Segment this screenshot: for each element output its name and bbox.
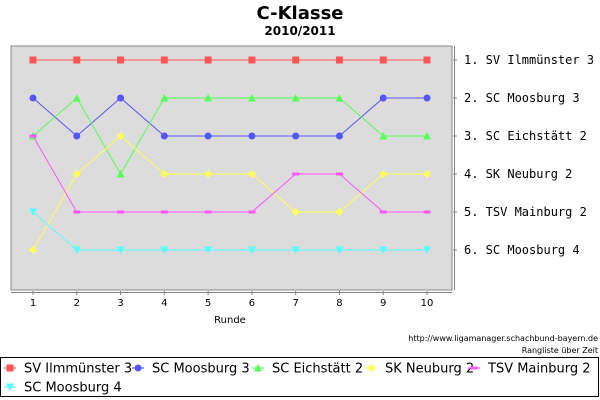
data-point <box>379 246 388 254</box>
data-point <box>160 132 168 140</box>
chart-title: C-Klasse <box>257 3 344 24</box>
data-point <box>117 94 125 102</box>
data-point <box>73 132 81 140</box>
series-line-5 <box>32 135 427 213</box>
data-point <box>204 246 213 254</box>
x-tick-label: 9 <box>380 298 386 309</box>
data-point <box>423 170 431 178</box>
data-point <box>72 94 81 102</box>
rank-label: 5. TSV Mainburg 2 <box>464 205 587 219</box>
x-tick-label: 10 <box>421 298 434 309</box>
chart-caption: Rangliste über Zeit <box>522 346 598 355</box>
data-point <box>248 132 256 140</box>
legend-label: SK Neuburg 2 <box>385 362 474 377</box>
data-point <box>29 134 37 138</box>
data-point <box>29 94 37 102</box>
data-point <box>379 170 388 178</box>
rank-label: 2. SC Moosburg 3 <box>464 91 580 105</box>
data-point <box>204 56 212 64</box>
legend-box <box>0 357 599 397</box>
source-url: http://www.ligamanager.schachbund-bayern… <box>408 334 598 343</box>
rank-label: 1. SV Ilmmünster 3 <box>464 53 594 67</box>
rank-label: 4. SK Neuburg 2 <box>464 167 572 181</box>
data-point <box>160 170 169 178</box>
data-point <box>423 56 431 64</box>
x-tick-label: 1 <box>30 298 36 309</box>
data-point <box>335 94 344 102</box>
data-point <box>72 170 81 178</box>
legend-label: TSV Mainburg 2 <box>487 362 591 377</box>
data-point <box>335 56 343 64</box>
data-point <box>116 246 125 254</box>
x-tick-label: 2 <box>74 298 80 309</box>
x-tick-label: 7 <box>292 298 298 309</box>
legend-marker <box>254 364 262 372</box>
x-tick-label: 6 <box>249 298 255 309</box>
data-point <box>291 208 300 216</box>
data-point <box>160 210 168 214</box>
data-point <box>117 56 125 64</box>
data-point <box>379 56 387 64</box>
data-point <box>423 94 431 102</box>
rank-label: 6. SC Moosburg 4 <box>464 243 580 257</box>
data-point <box>72 246 81 254</box>
x-tick-label: 8 <box>336 298 342 309</box>
data-point <box>248 210 256 214</box>
data-point <box>160 94 169 102</box>
data-point <box>73 56 81 64</box>
rank-label: 3. SC Eichstätt 2 <box>464 129 587 143</box>
x-axis-label: Runde <box>214 315 246 326</box>
data-point <box>247 170 256 178</box>
chart-subtitle: 2010/2011 <box>264 24 335 38</box>
x-tick-label: 3 <box>117 298 123 309</box>
legend-label: SC Eichstätt 2 <box>272 362 363 377</box>
data-point <box>423 132 431 140</box>
legend-marker <box>134 364 142 372</box>
data-point <box>73 210 81 214</box>
data-point <box>335 246 344 254</box>
data-point <box>423 246 431 254</box>
data-point <box>29 246 37 254</box>
data-point <box>204 210 212 214</box>
series-line-6 <box>32 211 427 251</box>
legend-label: SC Moosburg 3 <box>152 362 250 377</box>
data-point <box>29 56 37 64</box>
legend-label: SC Moosburg 4 <box>24 381 122 396</box>
data-point <box>116 170 125 178</box>
data-point <box>204 94 213 102</box>
legend-marker <box>367 364 375 372</box>
legend-marker <box>6 364 14 372</box>
data-point <box>335 208 344 216</box>
plot-area <box>10 45 453 291</box>
data-point <box>379 94 387 102</box>
data-point <box>292 56 300 64</box>
data-point <box>117 210 125 214</box>
x-tick-label: 5 <box>205 298 211 309</box>
data-point <box>160 56 168 64</box>
data-point <box>116 132 125 140</box>
data-point <box>204 170 213 178</box>
data-point <box>335 132 343 140</box>
data-point <box>247 246 256 254</box>
data-point <box>160 246 169 254</box>
data-point <box>292 132 300 140</box>
data-point <box>291 246 300 254</box>
data-point <box>248 56 256 64</box>
data-point <box>423 210 431 214</box>
data-point <box>379 210 387 214</box>
legend-marker <box>6 383 14 391</box>
data-point <box>292 172 300 176</box>
x-tick-label: 4 <box>161 298 167 309</box>
legend-marker <box>470 366 478 370</box>
legend-label: SV Ilmmünster 3 <box>24 362 132 377</box>
data-point <box>335 172 343 176</box>
data-point <box>204 132 212 140</box>
data-point <box>379 132 388 140</box>
data-point <box>247 94 256 102</box>
data-point <box>291 94 300 102</box>
series-line-3 <box>32 97 427 176</box>
data-point <box>29 208 37 216</box>
